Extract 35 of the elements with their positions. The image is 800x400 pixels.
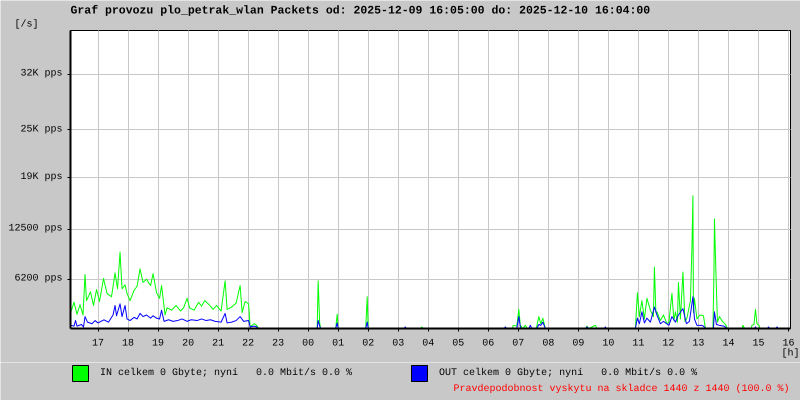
y-tick-label: 19K pps [20, 172, 63, 184]
legend-label: IN celkem 0 Gbyte; nyní 0.0 Mbit/s 0.0 % [100, 368, 352, 378]
y-tick-label: 12500 pps [8, 224, 63, 235]
y-axis-title: [/s] [14, 18, 39, 30]
x-tick-label: 04 [422, 338, 434, 350]
x-tick-label: 21 [212, 338, 224, 350]
x-tick-label: 10 [602, 338, 614, 350]
y-tick-label: 6200 pps [14, 274, 63, 285]
x-tick-label: 18 [122, 338, 134, 350]
x-tick-label: 16 [782, 338, 795, 350]
x-tick-label: 02 [362, 338, 374, 350]
x-tick-label: 06 [482, 338, 494, 350]
x-tick-label: 11 [632, 338, 644, 350]
x-tick-label: 19 [152, 338, 164, 350]
text: Pravdepodobnost vyskytu na skladce 1440 z 1440 (100.0 %) [453, 383, 790, 395]
x-tick-label: 01 [332, 338, 344, 350]
x-tick-label: 00 [302, 338, 314, 350]
x-tick-label: 05 [452, 338, 464, 350]
x-tick-label: 09 [572, 338, 584, 350]
x-tick-label: 07 [512, 338, 524, 350]
x-tick-label: 15 [752, 338, 764, 350]
y-tick-label: 25K pps [20, 124, 63, 136]
x-tick-label: 14 [722, 338, 734, 350]
x-axis-title: [h] [782, 348, 800, 360]
x-tick-label: 03 [392, 338, 404, 350]
x-tick-label: 23 [272, 338, 284, 350]
y-tick-label: 32K pps [20, 68, 63, 80]
x-tick-label: 20 [182, 338, 194, 350]
x-tick-label: 12 [662, 338, 674, 350]
x-tick-label: 13 [692, 338, 704, 350]
legend-label: OUT celkem 0 Gbyte; nyní 0.0 Mbit/s 0.0 % [439, 368, 698, 378]
x-tick-label: 17 [92, 338, 104, 350]
chart-title: Graf provozu plo_petrak_wlan Packets od: 2025-12-09 16:05:00 do: 2025-12-10 16:04:00 [70, 4, 650, 18]
x-tick-label: 08 [542, 338, 554, 350]
x-tick-label: 22 [242, 338, 254, 350]
